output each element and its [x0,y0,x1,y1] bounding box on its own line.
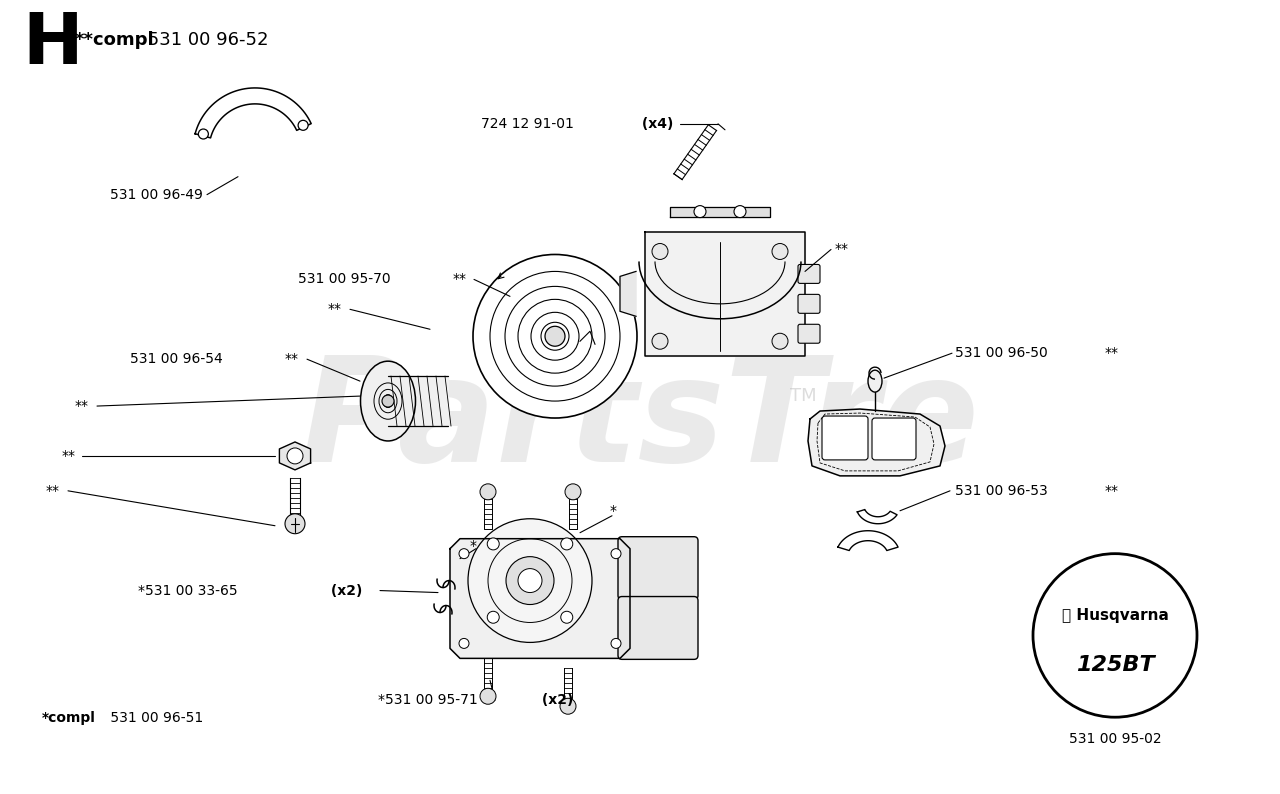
Circle shape [488,611,499,623]
Circle shape [611,549,621,559]
FancyBboxPatch shape [797,324,820,343]
Circle shape [545,326,564,346]
Polygon shape [388,376,448,426]
Text: **: ** [46,484,60,498]
Polygon shape [279,442,311,470]
Text: *: * [470,538,477,553]
Text: 531 00 96-54: 531 00 96-54 [131,353,223,366]
Text: **: ** [285,353,300,366]
Text: *compl: *compl [42,711,96,725]
Text: *531 00 95-71: *531 00 95-71 [378,693,477,707]
FancyBboxPatch shape [618,537,698,599]
Circle shape [468,518,591,642]
Text: **: ** [328,303,342,316]
Text: **: ** [835,242,849,256]
Circle shape [474,254,637,418]
Polygon shape [620,272,636,316]
Circle shape [733,206,746,218]
Text: 724 12 91-01: 724 12 91-01 [481,117,573,131]
Text: 531 00 96-51: 531 00 96-51 [106,711,204,725]
Circle shape [480,484,497,499]
FancyBboxPatch shape [822,416,868,460]
Text: 531 00 96-52: 531 00 96-52 [142,31,269,49]
Text: H: H [22,10,82,79]
Circle shape [561,611,572,623]
Circle shape [772,244,788,260]
Text: TM: TM [790,387,817,405]
Circle shape [561,698,576,715]
Polygon shape [838,530,899,550]
Circle shape [287,448,303,464]
FancyBboxPatch shape [618,596,698,659]
Polygon shape [645,232,805,357]
Circle shape [652,333,668,349]
Text: **: ** [1105,346,1119,360]
Circle shape [381,395,394,407]
Text: *531 00 33-65: *531 00 33-65 [138,584,238,598]
Text: (x2): (x2) [538,693,573,707]
Text: 531 00 96-50: 531 00 96-50 [955,346,1048,360]
Text: **: ** [61,449,76,463]
Text: (x4): (x4) [637,117,673,131]
Circle shape [561,538,572,550]
Text: 531 00 96-53: 531 00 96-53 [955,484,1048,498]
Text: 531 00 95-70: 531 00 95-70 [298,272,390,287]
FancyBboxPatch shape [872,418,916,460]
Polygon shape [808,409,945,476]
Text: 531 00 96-49: 531 00 96-49 [110,187,202,202]
Text: **compl: **compl [76,31,155,49]
Text: (x2): (x2) [326,584,362,598]
Circle shape [694,206,707,218]
Circle shape [611,638,621,649]
Text: Ⓡ Husqvarna: Ⓡ Husqvarna [1061,608,1169,623]
Ellipse shape [361,361,416,441]
Circle shape [1033,553,1197,717]
Circle shape [518,569,541,592]
Text: 531 00 95-02: 531 00 95-02 [1069,732,1161,746]
Polygon shape [669,206,771,217]
Text: **: ** [453,272,467,287]
Circle shape [198,129,209,139]
Circle shape [652,244,668,260]
Circle shape [460,549,468,559]
FancyBboxPatch shape [797,295,820,314]
Text: *: * [611,503,617,518]
Circle shape [564,484,581,499]
Circle shape [460,638,468,649]
Polygon shape [195,88,311,138]
Circle shape [480,688,497,704]
Text: 125BT: 125BT [1075,655,1155,676]
Text: **: ** [76,399,90,413]
FancyBboxPatch shape [797,264,820,283]
Circle shape [298,121,308,130]
Polygon shape [451,538,630,658]
Text: PartsTre: PartsTre [301,350,979,491]
Circle shape [488,538,499,550]
Text: **: ** [1105,484,1119,498]
Circle shape [506,557,554,604]
Ellipse shape [868,370,882,392]
Circle shape [772,333,788,349]
Polygon shape [858,510,897,524]
Circle shape [285,514,305,534]
